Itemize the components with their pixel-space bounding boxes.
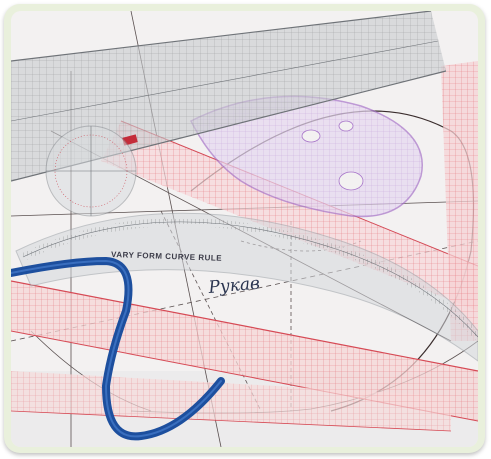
purple-french-curve (189, 95, 423, 218)
handwritten-label: Рукав (207, 274, 261, 299)
photo: VARY FORM CURVE RULE Рукав (11, 11, 478, 447)
vary-form-curve-rule: VARY FORM CURVE RULE Рукав (15, 212, 478, 362)
photo-scene: VARY FORM CURVE RULE Рукав (11, 11, 478, 447)
curve-rule-label: VARY FORM CURVE RULE (111, 250, 222, 263)
red-grid-ruler-edge (441, 61, 478, 341)
red-grid-ruler-bottom (11, 371, 452, 432)
clear-protractor (45, 125, 137, 217)
